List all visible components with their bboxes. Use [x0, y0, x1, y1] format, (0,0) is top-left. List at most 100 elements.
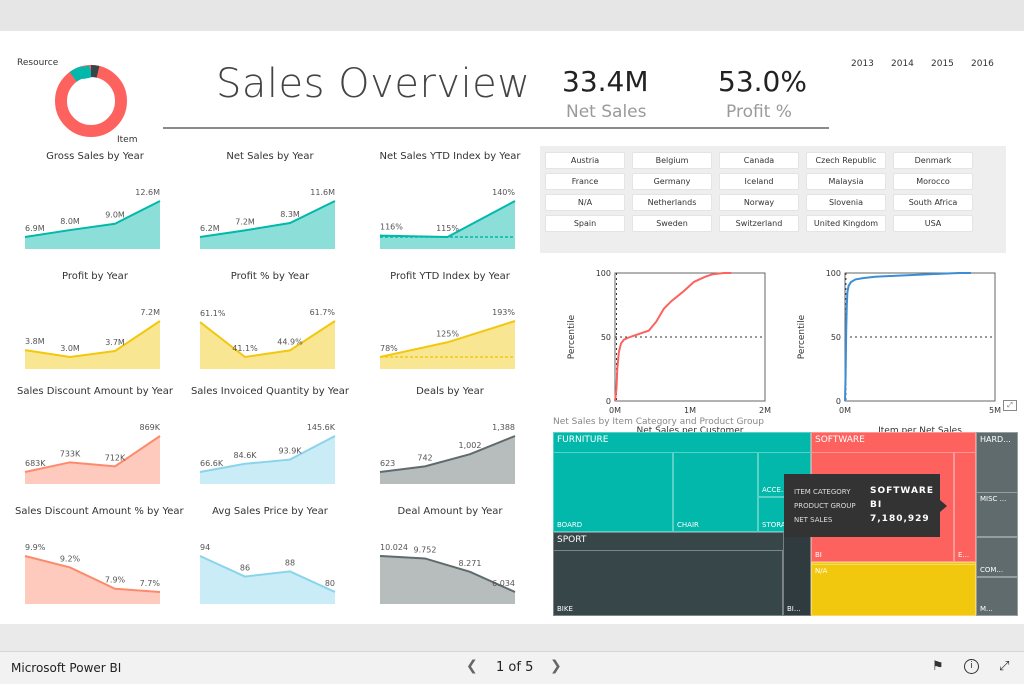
area-plot[interactable]: 9.9% 9.2% 7.9% 7.7% — [15, 520, 175, 620]
chart-invoiced-qty[interactable]: Sales Invoiced Quantity by Year 66.6K 84.6… — [190, 386, 350, 501]
data-label: 7.2M — [235, 217, 255, 226]
year-2015[interactable]: 2015 — [931, 59, 954, 69]
chart-deals[interactable]: Deals by Year 623 742 1,002 1,388 — [370, 386, 530, 501]
treemap-cell-label: N/A — [815, 567, 828, 575]
country-chip-denmark[interactable]: Denmark — [893, 152, 973, 169]
focus-mode-icon[interactable]: ⤢ — [1003, 400, 1017, 411]
country-chip-austria[interactable]: Austria — [545, 152, 625, 169]
chart-title: Avg Sales Price by Year — [212, 506, 328, 517]
country-chip-spain[interactable]: Spain — [545, 215, 625, 232]
percentile-chart-net-sales-per-customer[interactable]: 0 50 100 0M 1M 2M Percentile Net Sales per Cust… — [560, 261, 780, 436]
area-plot[interactable]: 6.2M 7.2M 8.3M 11.6M — [190, 165, 350, 265]
percentile-line — [614, 272, 732, 402]
year-2013[interactable]: 2013 — [851, 59, 874, 69]
tooltip-key-net-sales: NET SALES — [794, 516, 833, 524]
donut-slice-item[interactable] — [55, 65, 127, 137]
country-chip-slovenia[interactable]: Slovenia — [806, 194, 886, 211]
data-label: 193% — [492, 308, 515, 317]
chart-profit-ytd[interactable]: Profit YTD Index by Year 78% 125% 193% — [370, 271, 530, 386]
data-label: 140% — [492, 188, 515, 197]
donut-slice-other[interactable] — [90, 65, 100, 78]
data-label: 7.9% — [105, 576, 126, 585]
year-2014[interactable]: 2014 — [891, 59, 914, 69]
treemap-cell-label: COM... — [980, 566, 1004, 574]
treemap-cell-label: ACCE... — [762, 486, 788, 494]
area-plot[interactable]: 10.024 9.752 8.271 6.034 — [370, 520, 530, 620]
data-label: 3.8M — [25, 337, 45, 346]
treemap-chart[interactable]: FURNITURE SPORT SOFTWARE HARD... BOARD CHAIR A… — [553, 432, 1018, 616]
treemap-cell-na[interactable]: N/A — [811, 564, 976, 616]
donut-slice-resource-2[interactable] — [69, 66, 86, 82]
country-chip-norway[interactable]: Norway — [719, 194, 799, 211]
data-label: 733K — [60, 449, 81, 458]
flag-icon[interactable]: ⚑ — [932, 659, 944, 674]
info-icon[interactable]: i — [964, 659, 979, 674]
data-label: 10.024 — [380, 543, 408, 552]
x-tick-label: 0M — [839, 406, 851, 415]
next-page-button[interactable]: ❯ — [550, 658, 562, 674]
y-tick-label: 100 — [826, 269, 841, 278]
country-chip-france[interactable]: France — [545, 173, 625, 190]
country-chip-belgium[interactable]: Belgium — [632, 152, 712, 169]
treemap-cell-bike[interactable]: BIKE — [553, 550, 783, 616]
top-bar — [0, 0, 1024, 31]
treemap-cell-sport-bi[interactable]: BI... — [783, 532, 811, 616]
chart-profit[interactable]: Profit by Year 3.8M 3.0M 3.7M 7.2M — [15, 271, 175, 386]
data-label: 7.2M — [140, 308, 160, 317]
chart-discount-amount[interactable]: Sales Discount Amount by Year 683K 733K 712… — [15, 386, 175, 501]
treemap-cell-board[interactable]: BOARD — [553, 452, 673, 532]
country-chip-n-a[interactable]: N/A — [545, 194, 625, 211]
fullscreen-icon[interactable]: ⤢ — [999, 659, 1010, 674]
chart-gross-sales[interactable]: Gross Sales by Year 6.9M 8.0M 9.0M 12.6M — [15, 151, 175, 266]
footer-bar: Microsoft Power BI ❮ 1 of 5 ❯ ⚑ i ⤢ — [0, 651, 1024, 684]
data-label: 6.9M — [25, 224, 45, 233]
treemap-cell-computer[interactable]: COM... — [976, 537, 1018, 577]
treemap-cell-label: BIKE — [557, 605, 573, 613]
country-chip-malaysia[interactable]: Malaysia — [806, 173, 886, 190]
area-plot[interactable]: 683K 733K 712K 869K — [15, 400, 175, 500]
area-plot[interactable]: 6.9M 8.0M 9.0M 12.6M — [15, 165, 175, 265]
chart-discount-pct[interactable]: Sales Discount Amount % by Year 9.9% 9.2% 7… — [15, 506, 184, 621]
country-chip-south-africa[interactable]: South Africa — [893, 194, 973, 211]
data-label: 125% — [436, 329, 459, 338]
x-tick-label: 5M — [989, 406, 1001, 415]
country-chip-germany[interactable]: Germany — [632, 173, 712, 190]
chart-avg-price[interactable]: Avg Sales Price by Year 94 86 88 80 — [190, 506, 350, 621]
chart-deal-amount[interactable]: Deal Amount by Year 10.024 9.752 8.271 6.034 — [370, 506, 530, 621]
chart-net-sales-ytd[interactable]: Net Sales YTD Index by Year 116% 115% 140% — [370, 151, 530, 266]
page-navigator: ❮ 1 of 5 ❯ — [466, 658, 566, 678]
treemap-cell-label: CHAIR — [677, 521, 699, 529]
area-plot[interactable]: 94 86 88 80 — [190, 520, 350, 620]
country-chip-iceland[interactable]: Iceland — [719, 173, 799, 190]
country-chip-czech-republic[interactable]: Czech Republic — [806, 152, 886, 169]
kpi-profit-value: 53.0% — [718, 65, 807, 98]
country-chip-morocco[interactable]: Morocco — [893, 173, 973, 190]
treemap-cell-misc[interactable]: MISC ... — [976, 492, 1018, 537]
area-plot[interactable]: 3.8M 3.0M 3.7M 7.2M — [15, 285, 175, 385]
country-chip-canada[interactable]: Canada — [719, 152, 799, 169]
treemap-cell-software-e[interactable]: E... — [954, 452, 976, 562]
area-plot[interactable]: 61.1% 41.1% 44.9% 61.7% — [190, 285, 350, 385]
data-label: 742 — [417, 453, 432, 462]
treemap-cell-m[interactable]: M... — [976, 577, 1018, 616]
area-plot[interactable]: 66.6K 84.6K 93.9K 145.6K — [190, 400, 350, 500]
data-label: 6.2M — [200, 224, 220, 233]
country-chip-switzerland[interactable]: Switzerland — [719, 215, 799, 232]
country-chip-usa[interactable]: USA — [893, 215, 973, 232]
chart-net-sales[interactable]: Net Sales by Year 6.2M 7.2M 8.3M 11.6M — [190, 151, 350, 266]
area-plot[interactable]: 116% 115% 140% — [370, 165, 530, 265]
area-plot[interactable]: 78% 125% 193% — [370, 285, 530, 385]
prev-page-button[interactable]: ❮ — [466, 658, 478, 674]
tooltip-arrow — [940, 500, 947, 512]
country-chip-netherlands[interactable]: Netherlands — [632, 194, 712, 211]
chart-profit-pct[interactable]: Profit % by Year 61.1% 41.1% 44.9% 61.7% — [190, 271, 350, 386]
year-2016[interactable]: 2016 — [971, 59, 994, 69]
area-plot[interactable]: 623 742 1,002 1,388 — [370, 400, 530, 500]
treemap-cell-chair[interactable]: CHAIR — [673, 452, 758, 532]
country-chip-sweden[interactable]: Sweden — [632, 215, 712, 232]
donut-chart[interactable] — [40, 61, 150, 181]
country-chip-united-kingdom[interactable]: United Kingdom — [806, 215, 886, 232]
percentile-chart-item-per-net-sales[interactable]: 0 50 100 0M 5M Percentile Item per Net Sales — [790, 261, 1010, 436]
data-label: 1,002 — [459, 441, 482, 450]
x-axis-label: Net Sales per Customer — [636, 426, 743, 436]
